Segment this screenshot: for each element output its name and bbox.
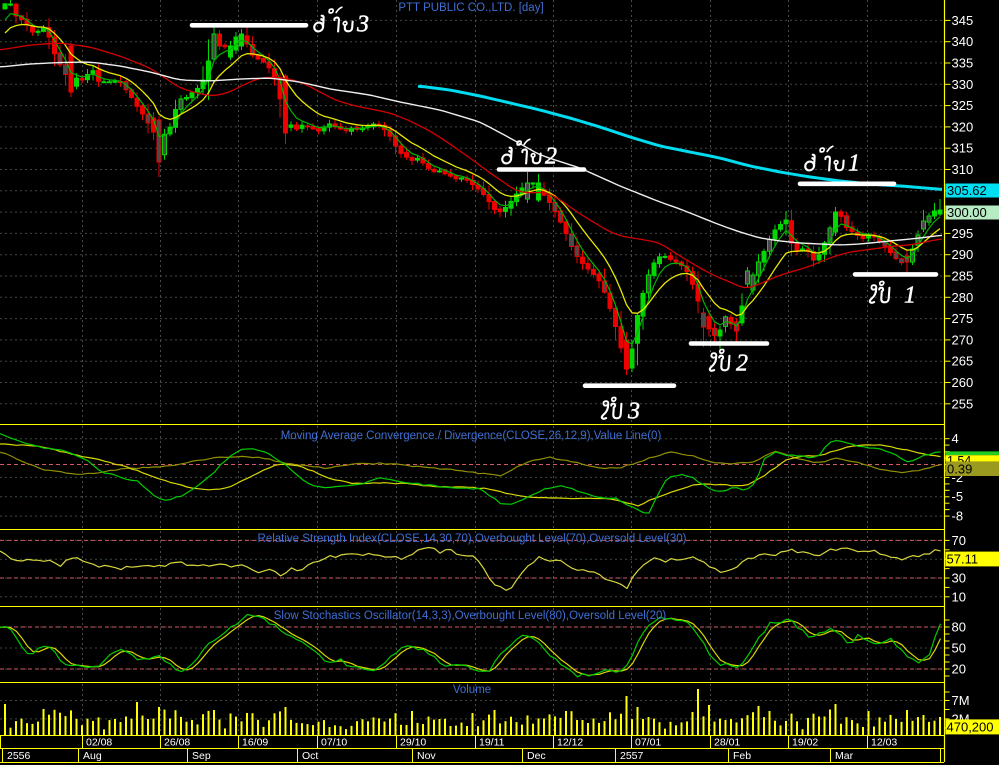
svg-text:Mar: Mar (835, 750, 854, 762)
svg-text:340: 340 (952, 34, 974, 49)
svg-text:2556: 2556 (7, 750, 31, 762)
svg-text:345: 345 (952, 13, 974, 28)
svg-text:315: 315 (952, 141, 974, 156)
svg-text:7M: 7M (952, 693, 970, 708)
svg-text:50: 50 (952, 641, 966, 656)
svg-text:Volume: Volume (453, 684, 491, 696)
svg-text:Oct: Oct (302, 750, 318, 762)
svg-text:-8: -8 (952, 509, 964, 524)
svg-text:Sep: Sep (192, 750, 211, 762)
svg-text:Feb: Feb (733, 750, 751, 762)
svg-text:02/08: 02/08 (86, 737, 112, 749)
svg-text:335: 335 (952, 56, 974, 71)
svg-text:PTT PUBLIC CO.,LTD. [day]: PTT PUBLIC CO.,LTD. [day] (398, 2, 543, 14)
svg-text:-5: -5 (952, 489, 964, 504)
svg-text:10: 10 (952, 589, 966, 604)
svg-text:19/11: 19/11 (479, 737, 505, 749)
svg-text:57.11: 57.11 (947, 552, 979, 567)
svg-text:2: 2 (736, 351, 748, 377)
svg-text:07/01: 07/01 (635, 737, 661, 749)
svg-text:305.62: 305.62 (947, 183, 987, 198)
svg-text:Aug: Aug (83, 750, 102, 762)
svg-text:1: 1 (904, 283, 916, 309)
svg-text:Moving Average Convergence / D: Moving Average Convergence / Divergence(… (281, 430, 662, 442)
svg-text:260: 260 (952, 375, 974, 390)
svg-text:Slow Stochastics Oscillator(14: Slow Stochastics Oscillator(14,3,3),Over… (274, 610, 667, 622)
svg-text:295: 295 (952, 226, 974, 241)
svg-text:285: 285 (952, 269, 974, 284)
svg-text:29/10: 29/10 (400, 737, 426, 749)
svg-text:70: 70 (952, 533, 966, 548)
svg-text:16/09: 16/09 (242, 737, 268, 749)
svg-text:0.39: 0.39 (947, 462, 972, 477)
svg-text:2557: 2557 (620, 750, 644, 762)
svg-text:2: 2 (545, 144, 557, 170)
svg-text:320: 320 (952, 119, 974, 134)
svg-text:290: 290 (952, 247, 974, 262)
svg-text:12/12: 12/12 (557, 737, 583, 749)
svg-text:265: 265 (952, 354, 974, 369)
svg-text:Relative Strength Index(CLOSE,: Relative Strength Index(CLOSE,14,30,70),… (258, 533, 687, 545)
svg-text:270: 270 (952, 332, 974, 347)
svg-text:325: 325 (952, 98, 974, 113)
svg-text:470,200: 470,200 (947, 720, 994, 735)
svg-text:28/01: 28/01 (714, 737, 740, 749)
svg-text:30: 30 (952, 571, 966, 586)
svg-text:Nov: Nov (417, 750, 436, 762)
svg-text:19/02: 19/02 (792, 737, 818, 749)
svg-text:275: 275 (952, 311, 974, 326)
svg-text:-2: -2 (952, 470, 964, 485)
svg-text:310: 310 (952, 162, 974, 177)
svg-text:3: 3 (356, 12, 369, 38)
svg-text:07/10: 07/10 (321, 737, 347, 749)
svg-text:26/08: 26/08 (164, 737, 190, 749)
svg-text:12/03: 12/03 (871, 737, 897, 749)
svg-text:280: 280 (952, 290, 974, 305)
svg-text:1: 1 (848, 151, 860, 177)
svg-text:80: 80 (952, 620, 966, 635)
svg-text:Dec: Dec (527, 750, 546, 762)
svg-text:3: 3 (627, 399, 640, 425)
svg-text:330: 330 (952, 77, 974, 92)
svg-text:255: 255 (952, 396, 974, 411)
svg-text:20: 20 (952, 662, 966, 677)
svg-text:300.00: 300.00 (947, 205, 987, 220)
svg-text:4: 4 (952, 431, 959, 446)
